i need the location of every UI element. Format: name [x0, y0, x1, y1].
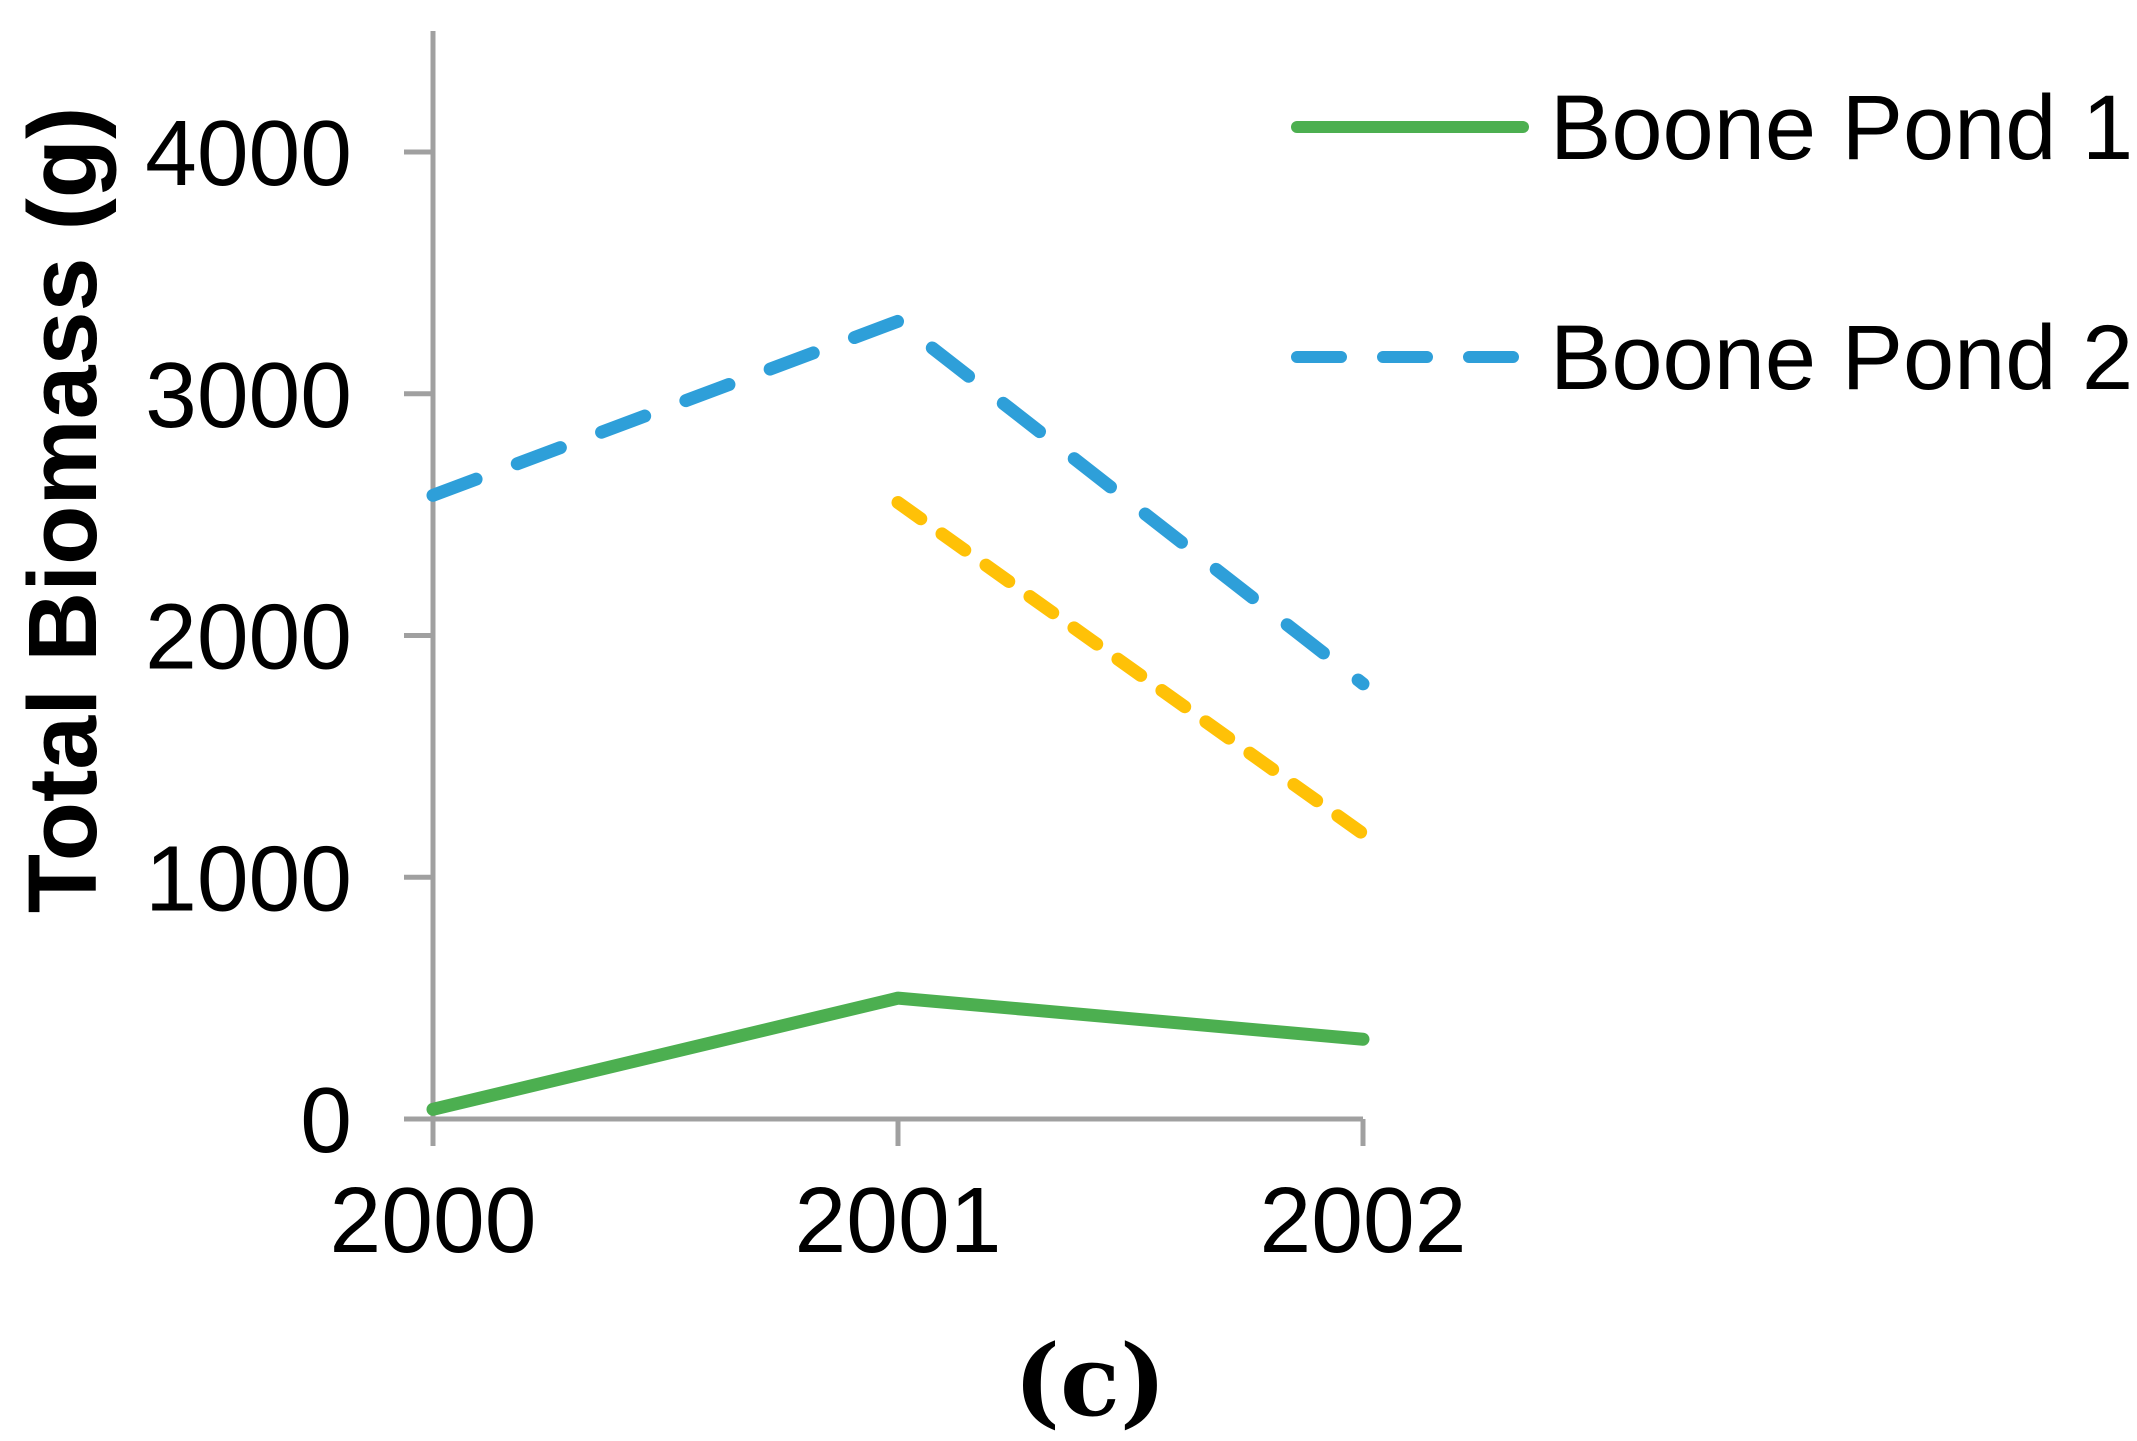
y-tick-label: 1000: [145, 826, 352, 930]
y-axis-title: Total Biomass (g): [8, 107, 117, 914]
series-line-boone-pond-1: [426, 991, 1370, 1116]
legend-label: Boone Pond 1: [1550, 77, 2133, 179]
x-tick-label: 2001: [795, 1168, 1002, 1272]
legend: Boone Pond 1 Boone Pond 2: [1291, 77, 2133, 409]
legend-label: Boone Pond 2: [1550, 307, 2133, 409]
figure-caption: (c): [1014, 1324, 1166, 1439]
series-group: [426, 314, 1370, 1116]
series-line-unlabeled: [891, 496, 1370, 841]
legend-item: Boone Pond 1: [1291, 77, 2133, 179]
series-line-boone-pond-2: [426, 314, 1370, 691]
tick-labels: 0 1000 2000 3000 4000 2000 2001 2002: [145, 101, 1466, 1272]
x-tick-label: 2002: [1260, 1168, 1467, 1272]
legend-item: Boone Pond 2: [1291, 307, 2133, 409]
axes: [404, 31, 1366, 1146]
y-tick-label: 4000: [145, 101, 352, 205]
y-tick-label: 3000: [145, 343, 352, 447]
y-tick-label: 2000: [145, 585, 352, 689]
x-tick-label: 2000: [330, 1168, 537, 1272]
y-tick-label: 0: [300, 1068, 352, 1172]
